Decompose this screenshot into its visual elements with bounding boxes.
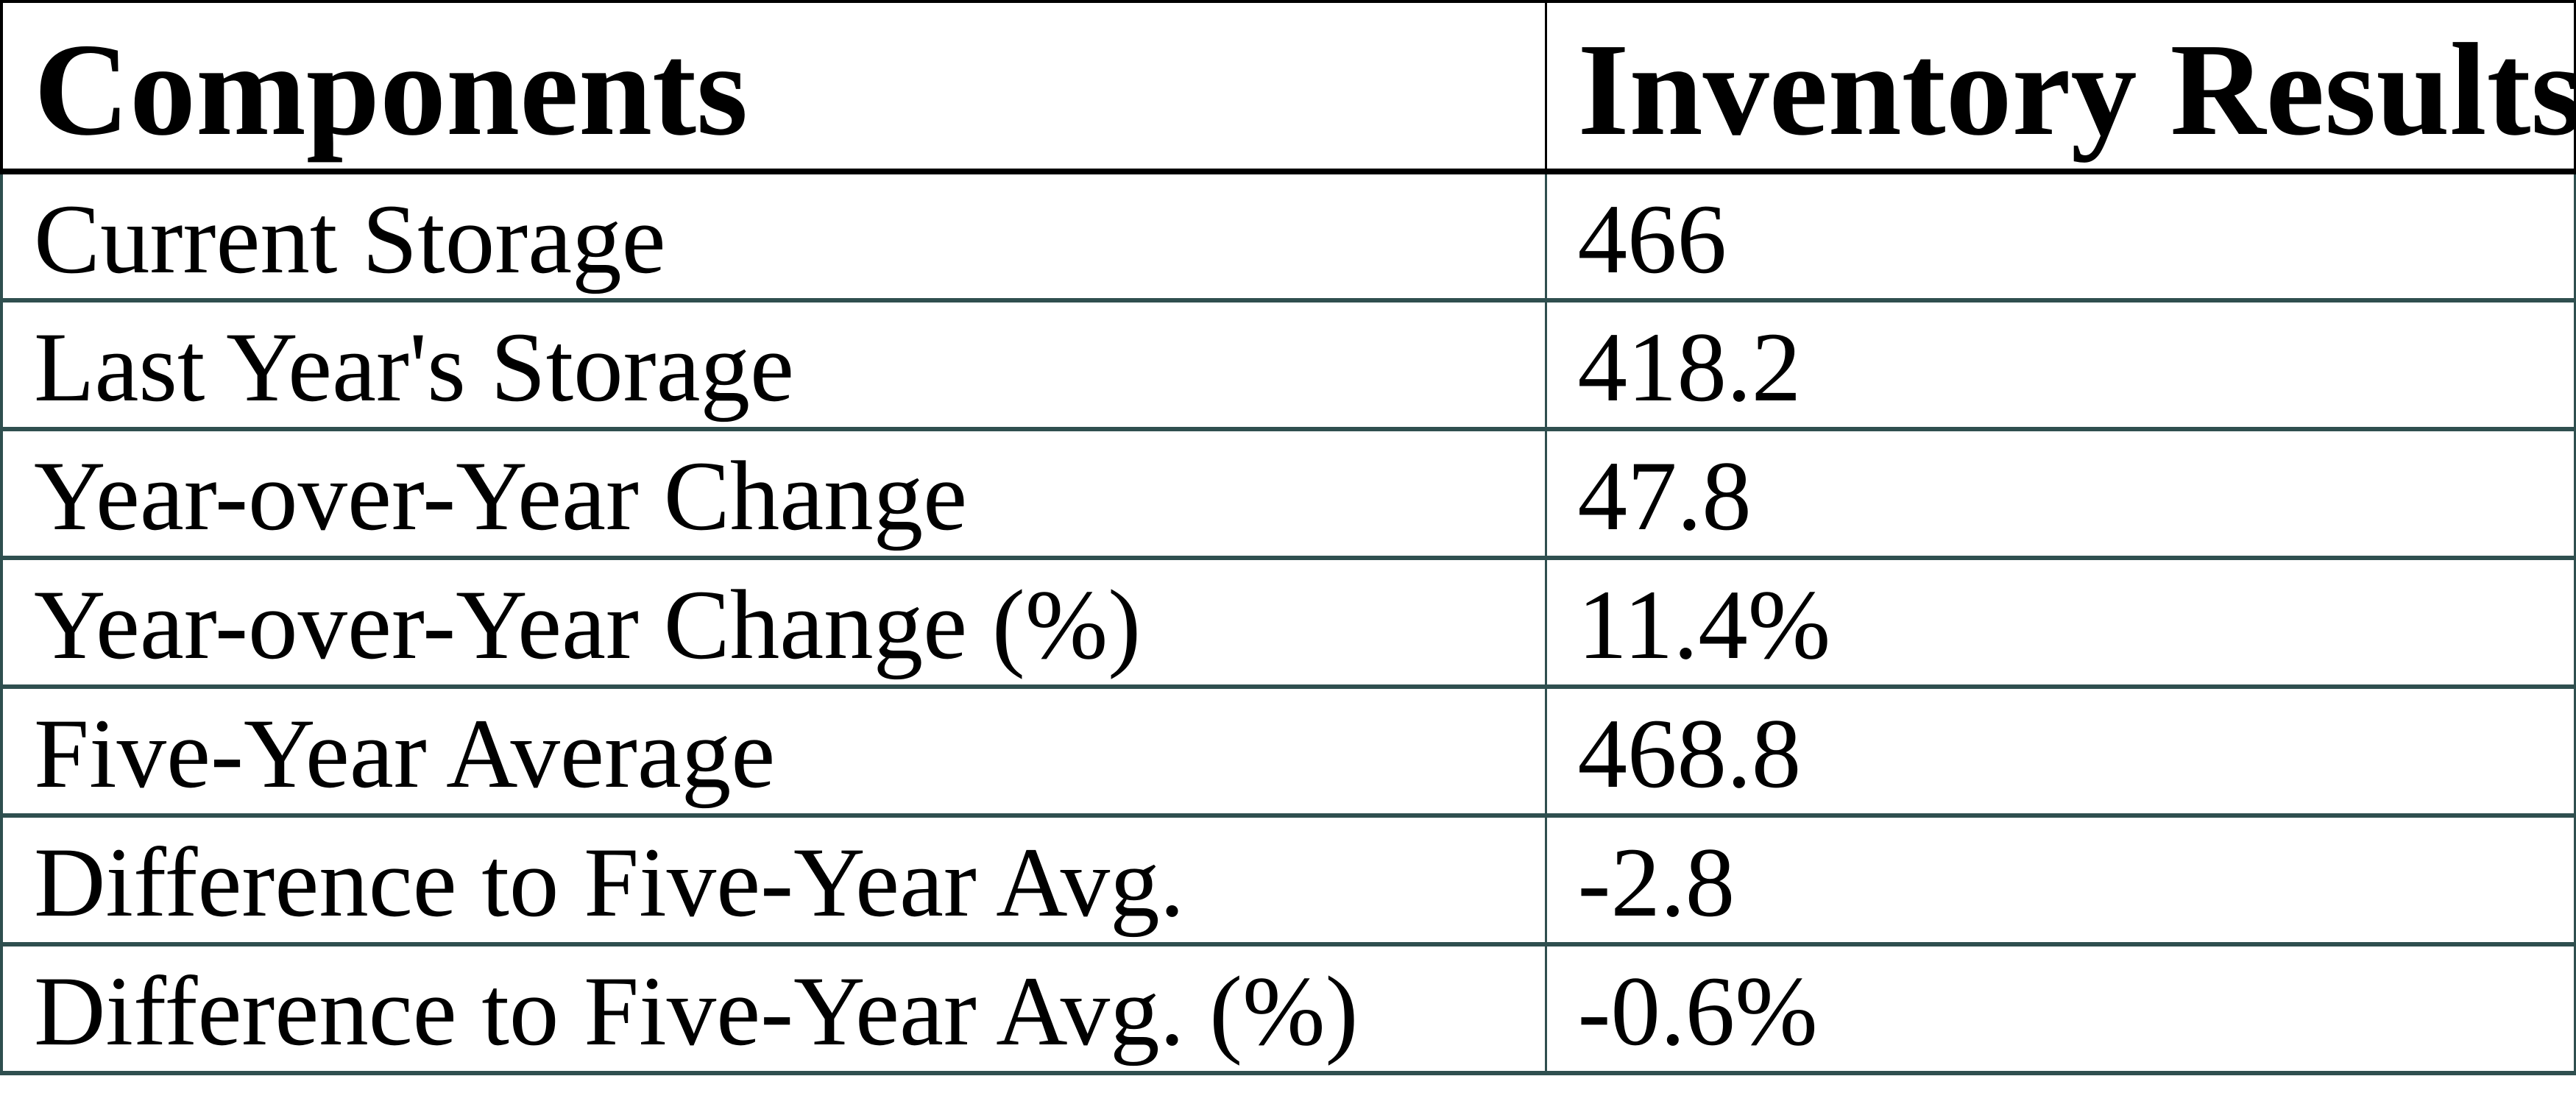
value-cell: 418.2	[1544, 298, 2576, 431]
table-row: Year-over-Year Change (%) 11.4%	[0, 556, 2576, 689]
component-label: Current Storage	[0, 169, 1547, 302]
component-label: Last Year's Storage	[0, 298, 1547, 431]
component-label: Year-over-Year Change	[0, 427, 1547, 560]
table-row: Year-over-Year Change 47.8	[0, 427, 2576, 560]
component-label: Five-Year Average	[0, 684, 1547, 818]
value-cell: -0.6%	[1544, 942, 2576, 1075]
value-cell: 11.4%	[1544, 556, 2576, 689]
component-label: Year-over-Year Change (%)	[0, 556, 1547, 689]
value-cell: -2.8	[1544, 813, 2576, 946]
table-row: Five-Year Average 468.8	[0, 684, 2576, 818]
table-header-row: Components Inventory Results	[0, 0, 2576, 174]
table-row: Current Storage 466	[0, 169, 2576, 302]
value-cell: 47.8	[1544, 427, 2576, 560]
table-row: Last Year's Storage 418.2	[0, 298, 2576, 431]
table-row: Difference to Five-Year Avg. -2.8	[0, 813, 2576, 946]
header-cell-inventory-results: Inventory Results	[1544, 0, 2576, 174]
component-label: Difference to Five-Year Avg. (%)	[0, 942, 1547, 1075]
component-label: Difference to Five-Year Avg.	[0, 813, 1547, 946]
inventory-results-table: Components Inventory Results Current Sto…	[0, 0, 2576, 1075]
value-cell: 466	[1544, 169, 2576, 302]
header-cell-components: Components	[0, 0, 1547, 174]
table-row: Difference to Five-Year Avg. (%) -0.6%	[0, 942, 2576, 1075]
value-cell: 468.8	[1544, 684, 2576, 818]
